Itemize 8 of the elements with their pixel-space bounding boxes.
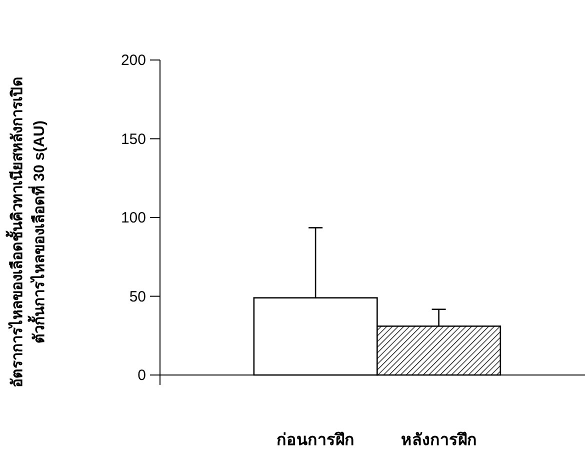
y-tick-label: 200 <box>120 52 146 69</box>
x-tick-label: ก่อนการฝึก <box>276 431 355 449</box>
y-tick-label: 150 <box>120 130 146 148</box>
y-axis-title: อัตราการไหลของเลือดชั้นคิวทาเนียสหลังการเปิด ตัวกั้นการไหลของเลือดที่ 30 s(AU) <box>5 76 48 388</box>
x-tick-label: หลังการฝึก <box>400 431 477 449</box>
y-tick-label: 50 <box>129 288 146 306</box>
y-tick-label: 100 <box>120 210 146 226</box>
y-tick-label: 0 <box>138 367 146 384</box>
